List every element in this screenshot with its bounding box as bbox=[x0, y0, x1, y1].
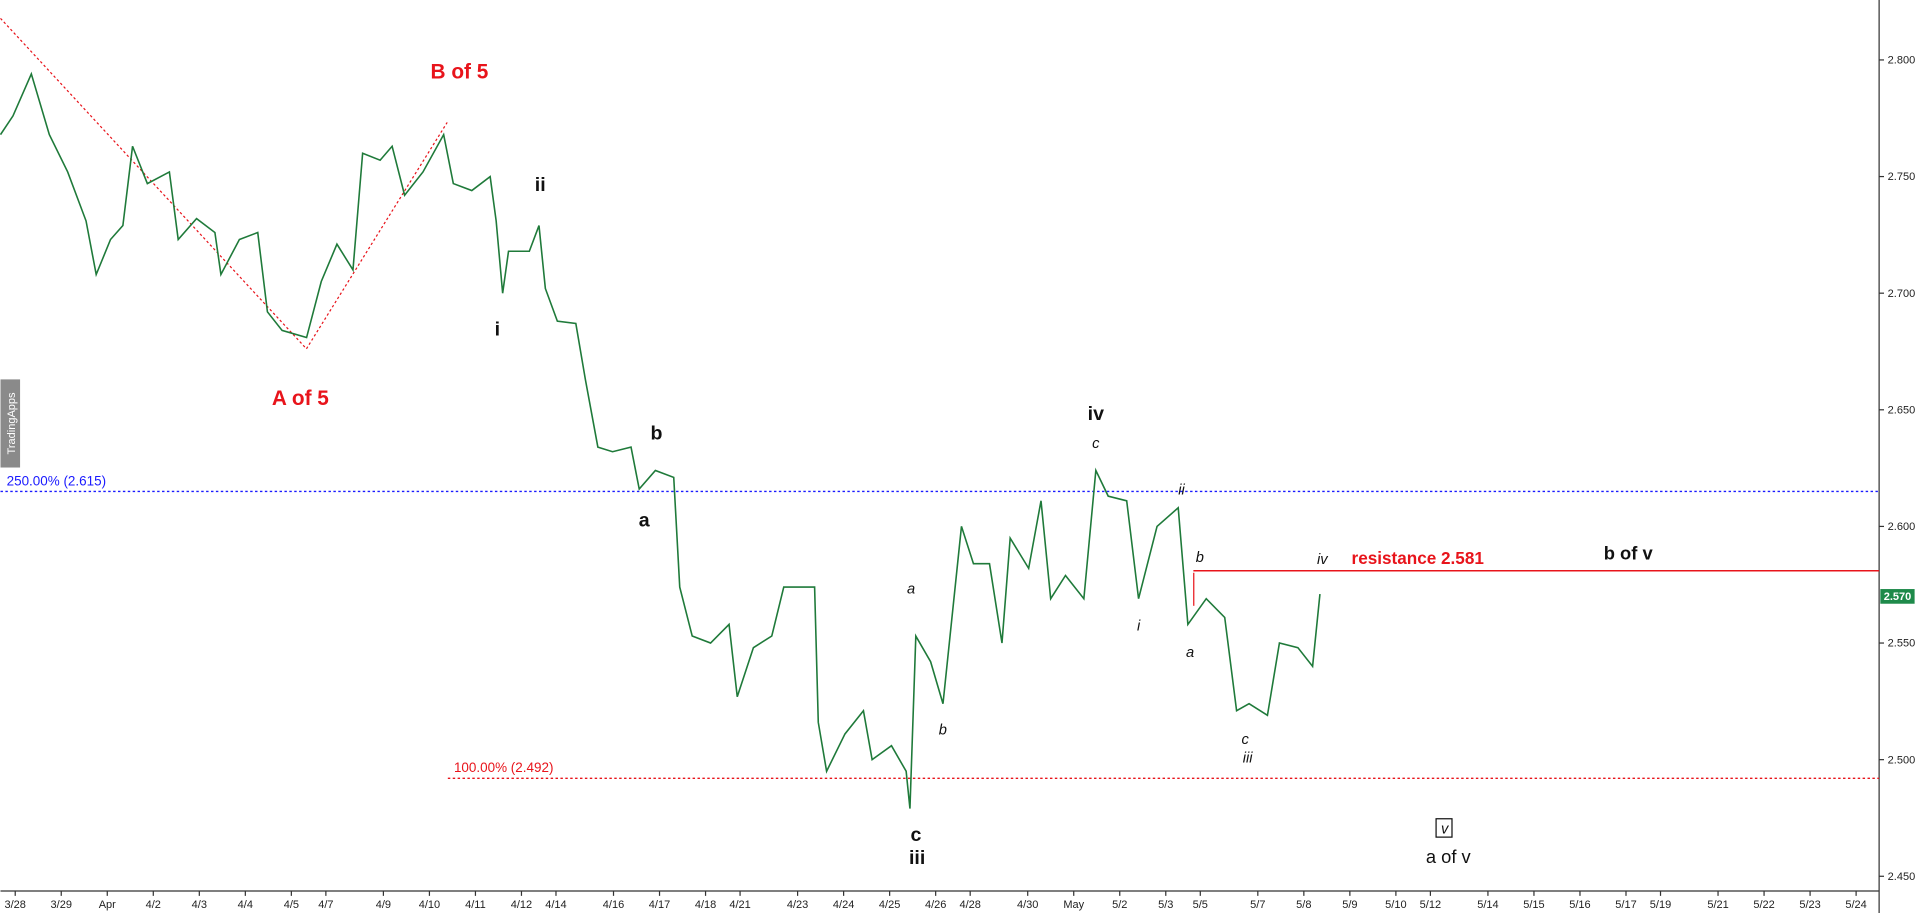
wave-label: iii bbox=[1243, 750, 1254, 766]
wave-label: b bbox=[1196, 550, 1204, 566]
x-tick-label: 4/18 bbox=[695, 899, 716, 911]
x-tick-label: 4/5 bbox=[284, 899, 299, 911]
y-tick-label: 2.550 bbox=[1888, 638, 1916, 650]
x-tick-label: 5/10 bbox=[1385, 899, 1406, 911]
x-tick-label: May bbox=[1063, 899, 1084, 911]
wave-label: ii bbox=[535, 174, 546, 196]
resistance-label: resistance 2.581 bbox=[1352, 548, 1485, 568]
wave-label: iii bbox=[909, 847, 925, 869]
wave-label: v bbox=[1441, 821, 1450, 837]
wave-label: a of v bbox=[1426, 846, 1472, 867]
x-tick-label: 4/17 bbox=[649, 899, 670, 911]
y-tick-label: 2.450 bbox=[1888, 871, 1916, 883]
x-tick-label: 5/16 bbox=[1569, 899, 1590, 911]
x-tick-label: 4/16 bbox=[603, 899, 624, 911]
last-price-tag bbox=[1880, 589, 1915, 604]
x-tick-label: 5/21 bbox=[1707, 899, 1728, 911]
x-tick-label: 5/3 bbox=[1158, 899, 1173, 911]
x-tick-label: 5/15 bbox=[1523, 899, 1544, 911]
y-tick-label: 2.800 bbox=[1888, 55, 1916, 67]
y-tick-label: 2.600 bbox=[1888, 521, 1916, 533]
x-tick-label: 4/3 bbox=[192, 899, 207, 911]
x-tick-label: 4/25 bbox=[879, 899, 900, 911]
x-tick-label: 5/24 bbox=[1845, 899, 1866, 911]
x-tick-label: 4/4 bbox=[238, 899, 253, 911]
x-tick-label: 5/14 bbox=[1477, 899, 1498, 911]
wave-label: i bbox=[495, 318, 500, 340]
wave-label: b of v bbox=[1604, 542, 1654, 563]
x-tick-label: Apr bbox=[99, 899, 116, 911]
x-tick-label: 5/19 bbox=[1650, 899, 1671, 911]
y-tick-label: 2.500 bbox=[1888, 754, 1916, 766]
watermark: TradingApps bbox=[6, 392, 18, 454]
trend-line bbox=[0, 17, 307, 350]
x-tick-label: 4/2 bbox=[146, 899, 161, 911]
x-tick-label: 4/7 bbox=[318, 899, 333, 911]
wave-label: b bbox=[939, 722, 947, 738]
x-tick-label: 5/7 bbox=[1250, 899, 1265, 911]
wave-label: B of 5 bbox=[431, 60, 489, 83]
wave-label: c bbox=[1092, 436, 1100, 452]
x-tick-label: 4/23 bbox=[787, 899, 808, 911]
wave-label: a bbox=[1186, 645, 1194, 661]
wave-label: ii bbox=[1178, 482, 1185, 498]
x-tick-label: 5/17 bbox=[1615, 899, 1636, 911]
label-box bbox=[1435, 818, 1453, 838]
wave-label: iv bbox=[1317, 552, 1329, 568]
x-tick-label: 3/29 bbox=[51, 899, 72, 911]
level-label: 250.00% (2.615) bbox=[7, 473, 106, 488]
wave-label: a bbox=[639, 509, 651, 531]
x-tick-label: 4/26 bbox=[925, 899, 946, 911]
x-tick-label: 5/22 bbox=[1753, 899, 1774, 911]
x-tick-label: 5/9 bbox=[1342, 899, 1357, 911]
x-tick-label: 5/12 bbox=[1420, 899, 1441, 911]
trend-line bbox=[305, 122, 448, 350]
x-tick-label: 4/28 bbox=[959, 899, 980, 911]
last-price-label: 2.570 bbox=[1884, 591, 1912, 603]
level-label: 100.00% (2.492) bbox=[454, 760, 553, 775]
wave-label: a bbox=[907, 582, 915, 598]
wave-label: i bbox=[1137, 618, 1141, 634]
x-tick-label: 4/12 bbox=[511, 899, 532, 911]
x-tick-label: 5/23 bbox=[1799, 899, 1820, 911]
wave-label: c bbox=[1241, 732, 1249, 748]
x-tick-label: 4/10 bbox=[419, 899, 440, 911]
y-tick-label: 2.650 bbox=[1888, 404, 1916, 416]
y-tick-label: 2.750 bbox=[1888, 171, 1916, 183]
x-tick-label: 4/11 bbox=[465, 899, 486, 911]
annotations: B of 5 A of 5 ii i b a iv c ii b iv resi… bbox=[272, 60, 1654, 869]
x-tick-label: 3/28 bbox=[5, 899, 26, 911]
x-tick-label: 4/14 bbox=[545, 899, 566, 911]
x-tick-label: 5/8 bbox=[1296, 899, 1311, 911]
price-line bbox=[0, 71, 1321, 809]
y-tick-label: 2.700 bbox=[1888, 288, 1916, 300]
x-tick-label: 4/21 bbox=[729, 899, 750, 911]
wave-label: b bbox=[650, 422, 662, 444]
x-tick-label: 5/2 bbox=[1112, 899, 1127, 911]
x-tick-label: 4/30 bbox=[1017, 899, 1038, 911]
x-tick-label: 4/24 bbox=[833, 899, 854, 911]
wave-label: A of 5 bbox=[272, 387, 329, 410]
x-tick-label: 5/5 bbox=[1193, 899, 1208, 911]
wave-label: c bbox=[910, 824, 921, 846]
x-tick-label: 4/9 bbox=[376, 899, 391, 911]
wave-label: iv bbox=[1088, 403, 1104, 425]
watermark-tab bbox=[0, 379, 21, 468]
